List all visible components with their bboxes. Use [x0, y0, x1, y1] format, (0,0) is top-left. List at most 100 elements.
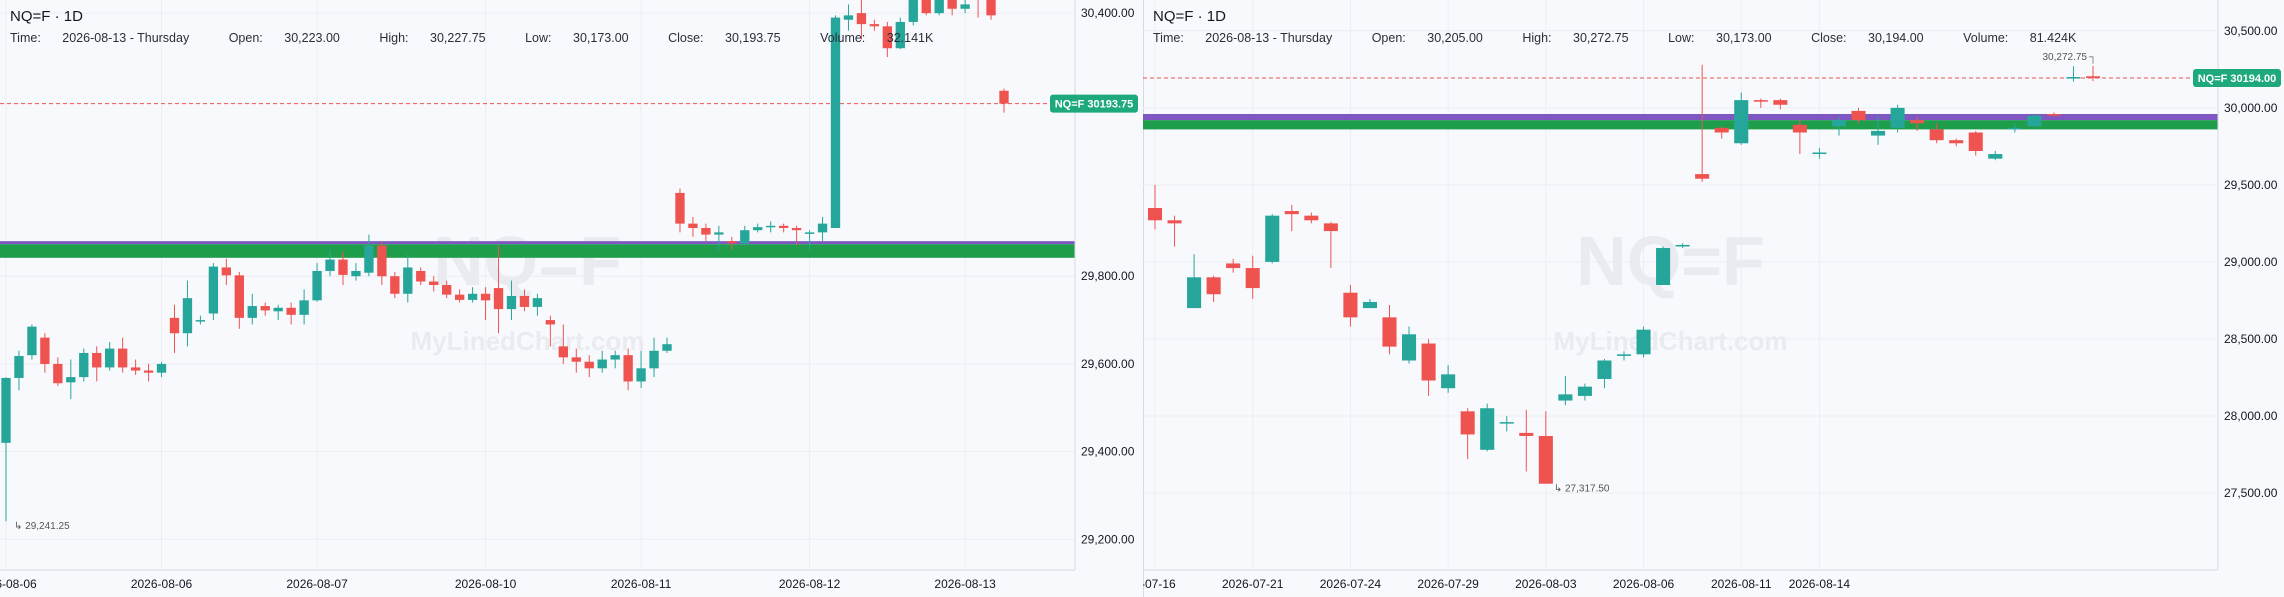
candle-body: [649, 350, 659, 369]
candle-body: [2046, 114, 2061, 116]
candle: [105, 342, 115, 371]
candle-body: [506, 295, 517, 310]
candle: [856, 0, 867, 40]
candle: [1695, 64, 1710, 182]
candle-body: [195, 320, 206, 322]
candle: [519, 289, 530, 312]
candle: [1597, 358, 1612, 389]
price-tag-bg: [2193, 68, 2281, 87]
time-tick-label: 2026-08-03: [1515, 577, 1577, 591]
candle-body: [519, 295, 530, 307]
candle-body: [727, 241, 737, 244]
high-value: 30,272.75: [1573, 31, 1629, 45]
candle: [1851, 107, 1866, 124]
candle-body: [1988, 154, 2003, 159]
time-tick-label: 2026-08-06: [131, 577, 193, 591]
candle-body: [947, 0, 957, 9]
time-label: Time:: [1153, 31, 1184, 45]
open-value: 30,223.00: [284, 31, 340, 45]
candle: [182, 280, 193, 347]
zone-band: [1143, 120, 2218, 130]
candle-body: [182, 298, 193, 334]
low-marker-label: ↳ 29,241.25: [14, 521, 70, 532]
price-tag-label: NQ=F 30194.00: [2198, 73, 2277, 85]
candle-body: [92, 352, 102, 368]
candle: [1402, 326, 1417, 364]
candle-body: [1441, 374, 1456, 389]
candle: [1753, 98, 1768, 108]
candle: [416, 267, 426, 285]
candle: [1226, 258, 1241, 273]
time-tick-label: 2026-08-07: [286, 577, 348, 591]
candle-body: [1460, 411, 1475, 435]
candle: [1734, 92, 1749, 145]
candle: [143, 363, 154, 382]
candle: [1480, 403, 1495, 452]
candle-body: [2027, 115, 2042, 127]
candle: [1323, 221, 1338, 269]
candle-body: [1968, 132, 1983, 151]
high-label: High:: [379, 31, 409, 45]
time-tick-label: 6-07-16: [1143, 577, 1176, 591]
candle-body: [1538, 435, 1553, 484]
candle-body: [2085, 76, 2101, 78]
candle: [247, 293, 257, 325]
candle: [454, 289, 465, 303]
candle: [947, 0, 957, 16]
price-tick-label: 29,600.00: [1081, 357, 1135, 371]
ohlc-readout: Time: 2026-08-13 - Thursday Open: 30,223…: [10, 31, 969, 45]
volume-value: 81.424K: [2029, 31, 2077, 45]
candle: [299, 289, 309, 325]
watermark: NQ=F: [1576, 222, 1765, 300]
candle: [1890, 104, 1905, 133]
candle-body: [364, 245, 374, 273]
chart-panel-right[interactable]: NQ=F MyLinedChart.com 30,272.75 ↳ 27,317.50…: [1143, 0, 2284, 597]
candle-body: [1656, 248, 1671, 285]
panel-divider: [1143, 0, 1144, 597]
candle-body: [377, 245, 387, 277]
candle: [1968, 130, 1983, 156]
candle: [156, 361, 167, 378]
candlestick-chart-right[interactable]: NQ=F MyLinedChart.com 30,272.75 ↳ 27,317.50…: [1143, 0, 2284, 597]
candle: [1812, 147, 1827, 159]
candle: [986, 0, 996, 20]
candle: [1362, 298, 1377, 309]
candle: [830, 15, 841, 228]
candle-body: [791, 228, 802, 231]
candle-body: [208, 266, 219, 314]
grid-lines: [0, 0, 1075, 570]
candle-body: [1714, 127, 1729, 133]
candle-body: [571, 357, 581, 362]
candle: [1656, 246, 1671, 285]
candle: [377, 241, 387, 285]
candle: [636, 350, 646, 389]
time-axis: 2026-08-06 2026-08-06 2026-08-07 2026-08-10…: [0, 569, 1075, 591]
time-tick-label: 2026-08-13: [934, 577, 996, 591]
candle-body: [1695, 174, 1710, 179]
candle-body: [156, 363, 167, 373]
candle: [260, 302, 270, 316]
time-tick-label: 2026-07-29: [1417, 577, 1479, 591]
candle-body: [532, 298, 543, 307]
candle-body: [130, 367, 141, 371]
candle: [1910, 117, 1925, 131]
candle-body: [1499, 422, 1514, 424]
candle-body: [740, 230, 750, 244]
candle: [766, 221, 776, 233]
candle: [169, 304, 180, 353]
candle: [2007, 123, 2022, 133]
price-axis: 30,500.00 30,000.00 29,500.00 29,000.00 28,5…: [2217, 0, 2278, 570]
candle-body: [416, 270, 426, 282]
close-label: Close:: [668, 31, 704, 45]
volume-label: Volume:: [1963, 31, 2009, 45]
candle: [351, 263, 361, 281]
candle: [493, 245, 504, 334]
candle: [1382, 305, 1397, 355]
candle-body: [908, 0, 918, 22]
low-value: 30,173.00: [1716, 31, 1772, 45]
candle-body: [14, 356, 24, 378]
candle-body: [1402, 334, 1417, 361]
candle-body: [117, 348, 128, 368]
